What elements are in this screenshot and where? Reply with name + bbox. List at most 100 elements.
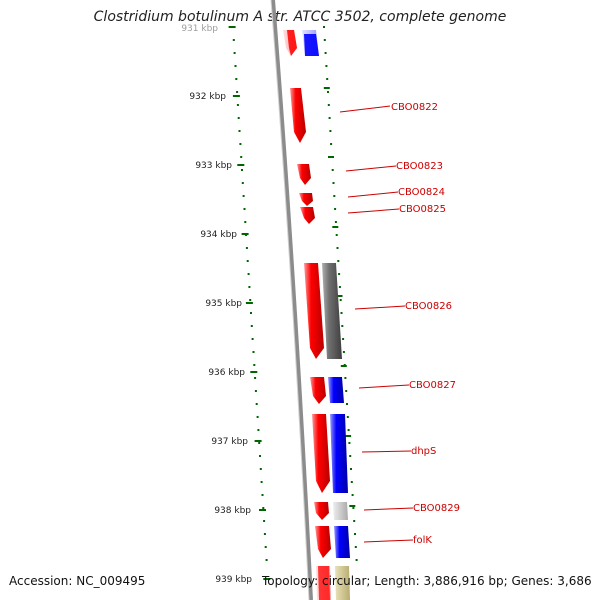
scale-major-tick <box>237 164 245 166</box>
scale-major-tick <box>349 505 356 507</box>
scale-major-tick <box>241 233 249 235</box>
gene-cbo0824 <box>299 193 313 206</box>
scale-dot <box>325 65 328 67</box>
scale-dot <box>232 39 235 41</box>
scale-dot <box>354 533 356 535</box>
scale-major-tick <box>254 440 262 442</box>
scale-dot <box>330 143 333 145</box>
kbp-axis: 931 kbp 932 kbp 933 kbp 934 kbp 935 kbp … <box>181 24 358 585</box>
scale-dot <box>334 208 337 210</box>
scale-dot <box>323 26 325 28</box>
scale-dot <box>245 247 248 249</box>
scale-dot <box>327 104 330 106</box>
scale-dot <box>341 325 344 327</box>
gene-label-cbo0823: CBO0823 <box>396 161 443 172</box>
scale-dot <box>260 481 263 483</box>
gene-cbo0826 <box>304 263 324 359</box>
gene-leader-lines <box>339 105 414 543</box>
scale-dot <box>241 169 243 171</box>
scale-dot <box>327 91 329 93</box>
scale-dot <box>339 299 342 301</box>
gene-cbo0823 <box>297 164 311 185</box>
kbp-label-933: 933 kbp <box>195 161 232 171</box>
scale-dot <box>351 494 354 496</box>
scale-major-tick <box>323 87 330 89</box>
gene-cbo0822 <box>290 88 306 143</box>
gene-cbo0829 <box>314 502 329 520</box>
scale-dot <box>235 78 238 80</box>
kbp-label-936: 936 kbp <box>208 368 245 378</box>
gene-cbo0825 <box>300 207 315 224</box>
scale-dot <box>237 117 240 119</box>
kbp-label-939: 939 kbp <box>215 575 252 585</box>
gene-folk-cds <box>334 526 350 558</box>
kbp-label-932: 932 kbp <box>189 92 226 102</box>
gene-label-cbo0827: CBO0827 <box>409 380 456 391</box>
scale-major-tick <box>328 156 334 158</box>
scale-dot <box>345 390 348 392</box>
scale-dot <box>256 416 259 418</box>
scale-dot <box>250 312 252 314</box>
genome-backbone <box>271 0 313 600</box>
scale-dot <box>258 442 261 444</box>
gene-cbo0829-cds <box>333 502 348 520</box>
scale-dot <box>332 182 335 184</box>
scale-major-tick <box>232 95 240 97</box>
scale-dot <box>244 221 247 223</box>
kbp-label-935: 935 kbp <box>205 299 242 309</box>
scale-major-tick <box>259 509 266 511</box>
scale-dot <box>342 338 345 340</box>
scale-dot <box>352 507 355 509</box>
scale-dot <box>335 234 338 236</box>
scale-dot <box>236 91 239 93</box>
scale-dot <box>241 182 244 184</box>
scale-dot <box>349 455 352 457</box>
scale-major-tick <box>336 295 343 297</box>
scale-dot <box>336 247 339 249</box>
scale-dot <box>338 286 341 288</box>
gene-cbo0827-cds <box>328 377 344 403</box>
scale-dot <box>254 377 257 379</box>
scale-dot <box>257 429 260 431</box>
scale-dot <box>263 533 266 535</box>
scale-dot <box>342 351 345 353</box>
gene-label-cbo0822: CBO0822 <box>391 102 438 113</box>
scale-dot <box>355 559 358 561</box>
gene-features <box>283 30 350 600</box>
gene-labels: CBO0822 CBO0823 CBO0824 CBO0825 CBO0826 … <box>391 102 460 546</box>
scale-dot <box>249 299 252 301</box>
topology-text: Topology: circular; Length: 3,886,916 bp… <box>262 574 592 588</box>
scale-dot <box>236 104 239 106</box>
scale-dot <box>250 325 253 327</box>
scale-dot <box>261 494 264 496</box>
scale-dot <box>242 195 245 197</box>
gene-folk <box>315 526 331 558</box>
gene-label-cbo0829: CBO0829 <box>413 503 460 514</box>
scale-major-tick <box>332 226 339 228</box>
scale-major-tick <box>228 26 236 28</box>
gene-feature-bottom-olive <box>335 566 350 600</box>
scale-dot <box>333 195 336 197</box>
gene-dhps-cds <box>330 414 348 493</box>
scale-dot <box>326 78 329 80</box>
scale-dot <box>324 52 327 54</box>
scale-dot <box>243 208 246 210</box>
kbp-label-937: 937 kbp <box>211 437 248 447</box>
scale-dot <box>334 221 337 223</box>
kbp-label-938: 938 kbp <box>214 506 251 516</box>
gene-label-cbo0825: CBO0825 <box>399 204 446 215</box>
scale-dot <box>251 338 254 340</box>
scale-major-tick <box>340 365 347 367</box>
scale-dot <box>346 403 348 405</box>
gene-dhps <box>312 414 330 493</box>
scale-dot <box>255 403 258 405</box>
scale-dot <box>350 481 353 483</box>
accession-text: Accession: NC_009495 <box>9 574 146 588</box>
scale-dot <box>246 260 249 262</box>
scale-dot <box>347 429 350 431</box>
scale-dot <box>247 273 250 275</box>
scale-dot <box>252 351 255 353</box>
scale-dot <box>253 364 256 366</box>
scale-dot <box>350 468 352 470</box>
kbp-label-934: 934 kbp <box>200 230 237 240</box>
